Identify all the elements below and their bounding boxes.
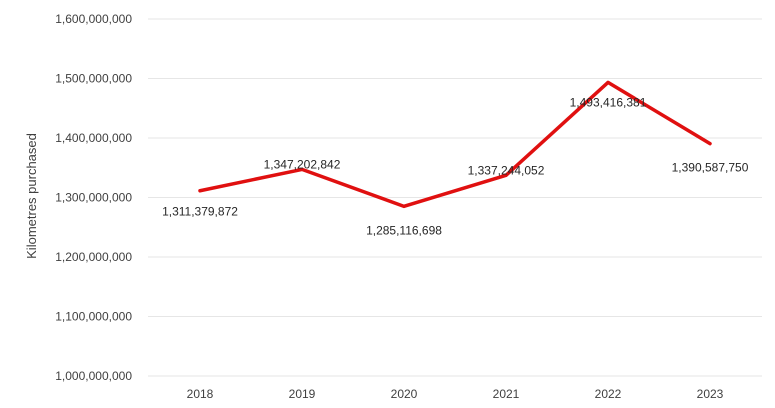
data-point: [198, 189, 202, 193]
y-tick-label: 1,100,000,000: [55, 310, 132, 324]
x-axis-ticks: 2018 2019 2020 2021 2022 2023: [187, 387, 724, 401]
y-axis-ticks: 1,000,000,000 1,100,000,000 1,200,000,000 1…: [55, 12, 132, 383]
data-label: 1,390,587,750: [672, 161, 749, 175]
y-tick-label: 1,000,000,000: [55, 369, 132, 383]
x-tick-label: 2019: [289, 387, 316, 401]
data-label: 1,493,416,381: [570, 95, 647, 109]
data-point: [300, 167, 304, 171]
data-label: 1,285,116,698: [366, 223, 442, 237]
data-label: 1,347,202,842: [264, 157, 341, 171]
y-tick-label: 1,400,000,000: [55, 131, 132, 145]
y-axis-label: Kilometres purchased: [24, 133, 39, 259]
x-tick-label: 2020: [391, 387, 418, 401]
x-tick-label: 2022: [595, 387, 622, 401]
y-tick-label: 1,200,000,000: [55, 250, 132, 264]
x-tick-label: 2018: [187, 387, 214, 401]
y-tick-label: 1,300,000,000: [55, 191, 132, 205]
data-labels: 1,311,379,872 1,347,202,842 1,285,116,698 1…: [162, 95, 749, 237]
data-label: 1,337,244,052: [468, 163, 545, 177]
x-tick-label: 2023: [697, 387, 724, 401]
y-tick-label: 1,500,000,000: [55, 72, 132, 86]
data-point: [708, 142, 712, 146]
data-point: [606, 80, 610, 84]
series-group: [198, 80, 712, 209]
data-label: 1,311,379,872: [162, 205, 238, 219]
x-tick-label: 2021: [493, 387, 520, 401]
series-line: [198, 80, 712, 209]
data-point: [402, 204, 406, 208]
y-tick-label: 1,600,000,000: [55, 12, 132, 26]
gridlines: [148, 18, 762, 377]
data-point: [504, 173, 508, 177]
